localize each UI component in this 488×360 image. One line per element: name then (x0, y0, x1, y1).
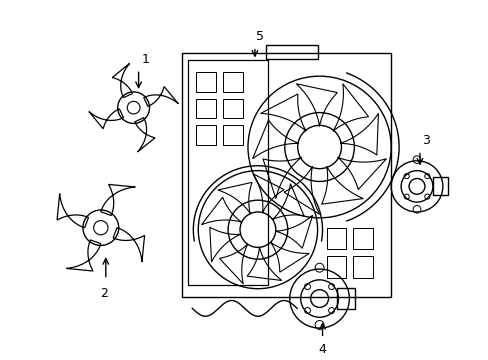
Bar (223, 125, 243, 145)
Bar (196, 72, 216, 92)
Bar (223, 99, 243, 118)
Bar (432, 177, 447, 195)
Bar (182, 53, 390, 297)
Text: 2: 2 (100, 288, 107, 301)
Text: 1: 1 (142, 53, 149, 66)
Bar (196, 99, 216, 118)
Text: 4: 4 (318, 343, 326, 356)
Bar (353, 228, 372, 249)
Bar (353, 256, 372, 278)
Bar (188, 60, 267, 285)
Bar (337, 288, 355, 309)
Text: 3: 3 (421, 134, 429, 147)
Bar (223, 72, 243, 92)
Bar (265, 45, 317, 59)
Bar (196, 125, 216, 145)
Bar (326, 228, 346, 249)
Text: 5: 5 (255, 30, 264, 43)
Bar (326, 256, 346, 278)
